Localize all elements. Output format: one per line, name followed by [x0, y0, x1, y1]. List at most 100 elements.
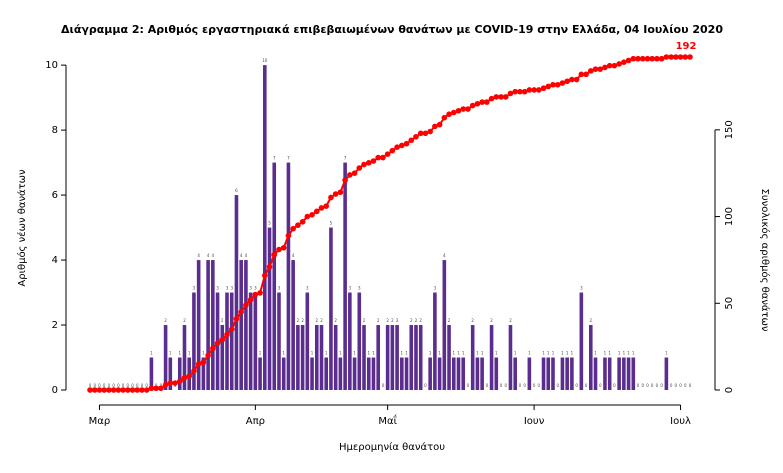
bar-value-label: 0: [613, 383, 616, 388]
y2-tick-label: 50: [724, 297, 735, 310]
line-point: [318, 205, 325, 211]
bar: [565, 357, 569, 390]
bar-value-label: 2: [315, 318, 318, 323]
line-point: [262, 272, 268, 279]
line-point: [422, 130, 429, 137]
bar-value-label: 2: [320, 318, 323, 323]
bar-value-label: 2: [448, 318, 451, 323]
line-point: [87, 387, 93, 393]
bar: [220, 325, 225, 390]
bar: [310, 357, 314, 390]
y-tick-label: 4: [52, 255, 58, 266]
bar: [229, 292, 234, 390]
bar: [376, 325, 380, 390]
bar-value-label: 1: [311, 351, 314, 356]
bar: [494, 357, 499, 390]
bar-value-label: 1: [202, 351, 205, 356]
bar: [277, 292, 281, 390]
line-point: [432, 123, 438, 130]
bar-value-label: 1: [547, 351, 550, 356]
bar: [400, 357, 404, 390]
bar-value-label: 3: [278, 286, 281, 291]
line-point: [210, 345, 216, 352]
bar-value-label: 0: [131, 383, 134, 388]
bar-value-label: 0: [523, 383, 526, 388]
line-point: [328, 194, 334, 201]
line-point: [639, 55, 646, 62]
bar-value-label: 1: [325, 351, 328, 356]
line-point: [337, 189, 344, 196]
line-point: [677, 54, 684, 60]
bar: [579, 292, 584, 390]
line-point: [673, 54, 679, 60]
bar: [447, 325, 451, 390]
line-point: [474, 101, 481, 107]
line-point: [332, 191, 339, 197]
line-point: [611, 62, 618, 69]
bar-value-label: 0: [646, 383, 649, 388]
bar-value-label: 2: [301, 318, 304, 323]
bar-value-label: 1: [542, 351, 545, 356]
bar: [149, 357, 154, 390]
bar-value-label: 0: [585, 383, 588, 388]
bar: [182, 325, 187, 390]
bar: [371, 357, 376, 390]
line-point: [583, 71, 589, 78]
line-point: [658, 55, 665, 62]
line-point: [436, 121, 443, 128]
bar-value-label: 0: [122, 383, 125, 388]
line-point: [408, 137, 415, 144]
bar-value-label: 0: [112, 383, 115, 388]
line-point: [304, 213, 311, 220]
line-point: [597, 66, 604, 72]
bar-value-label: 0: [127, 383, 130, 388]
line-point: [578, 71, 585, 78]
bar: [253, 292, 258, 390]
bar: [263, 65, 267, 390]
line-point: [276, 246, 282, 253]
line-point: [441, 114, 448, 121]
line-point: [592, 66, 599, 72]
bar-value-label: 4: [197, 253, 200, 258]
line-point: [134, 387, 141, 393]
line-point: [687, 54, 693, 60]
bar: [461, 357, 466, 390]
bar-value-label: 1: [571, 351, 574, 356]
bar: [163, 325, 168, 390]
line-point: [361, 161, 367, 168]
bar-value-label: 0: [504, 383, 507, 388]
line-point: [446, 111, 452, 118]
line-point: [271, 251, 278, 258]
bar-value-label: 2: [183, 318, 186, 323]
line-point: [606, 62, 613, 69]
bar: [593, 357, 598, 390]
line-point: [531, 87, 537, 93]
bar-value-label: 2: [490, 318, 493, 323]
bar: [437, 357, 442, 390]
bar: [225, 292, 229, 390]
bar-value-label: 3: [580, 286, 583, 291]
bar-value-label: 3: [226, 286, 229, 291]
line-point: [238, 309, 244, 315]
bar-value-label: 0: [89, 383, 92, 388]
bar-value-label: 1: [438, 351, 441, 356]
bar: [570, 357, 574, 390]
bar-value-label: 0: [500, 383, 503, 388]
bar: [622, 357, 626, 390]
line-point: [124, 387, 131, 393]
line-point: [536, 87, 542, 93]
line-point: [649, 55, 656, 62]
bar-value-label: 2: [363, 318, 366, 323]
bar-value-label: 0: [538, 383, 541, 388]
bar-value-label: 0: [689, 383, 692, 388]
line-point: [488, 95, 495, 102]
line-point: [356, 165, 363, 171]
bar: [338, 357, 343, 390]
line-point: [635, 55, 641, 62]
bar-value-label: 3: [306, 286, 309, 291]
line-point: [129, 387, 136, 393]
line-point: [233, 316, 240, 322]
line-point: [616, 61, 622, 67]
bar: [314, 325, 319, 390]
bar: [296, 325, 300, 390]
